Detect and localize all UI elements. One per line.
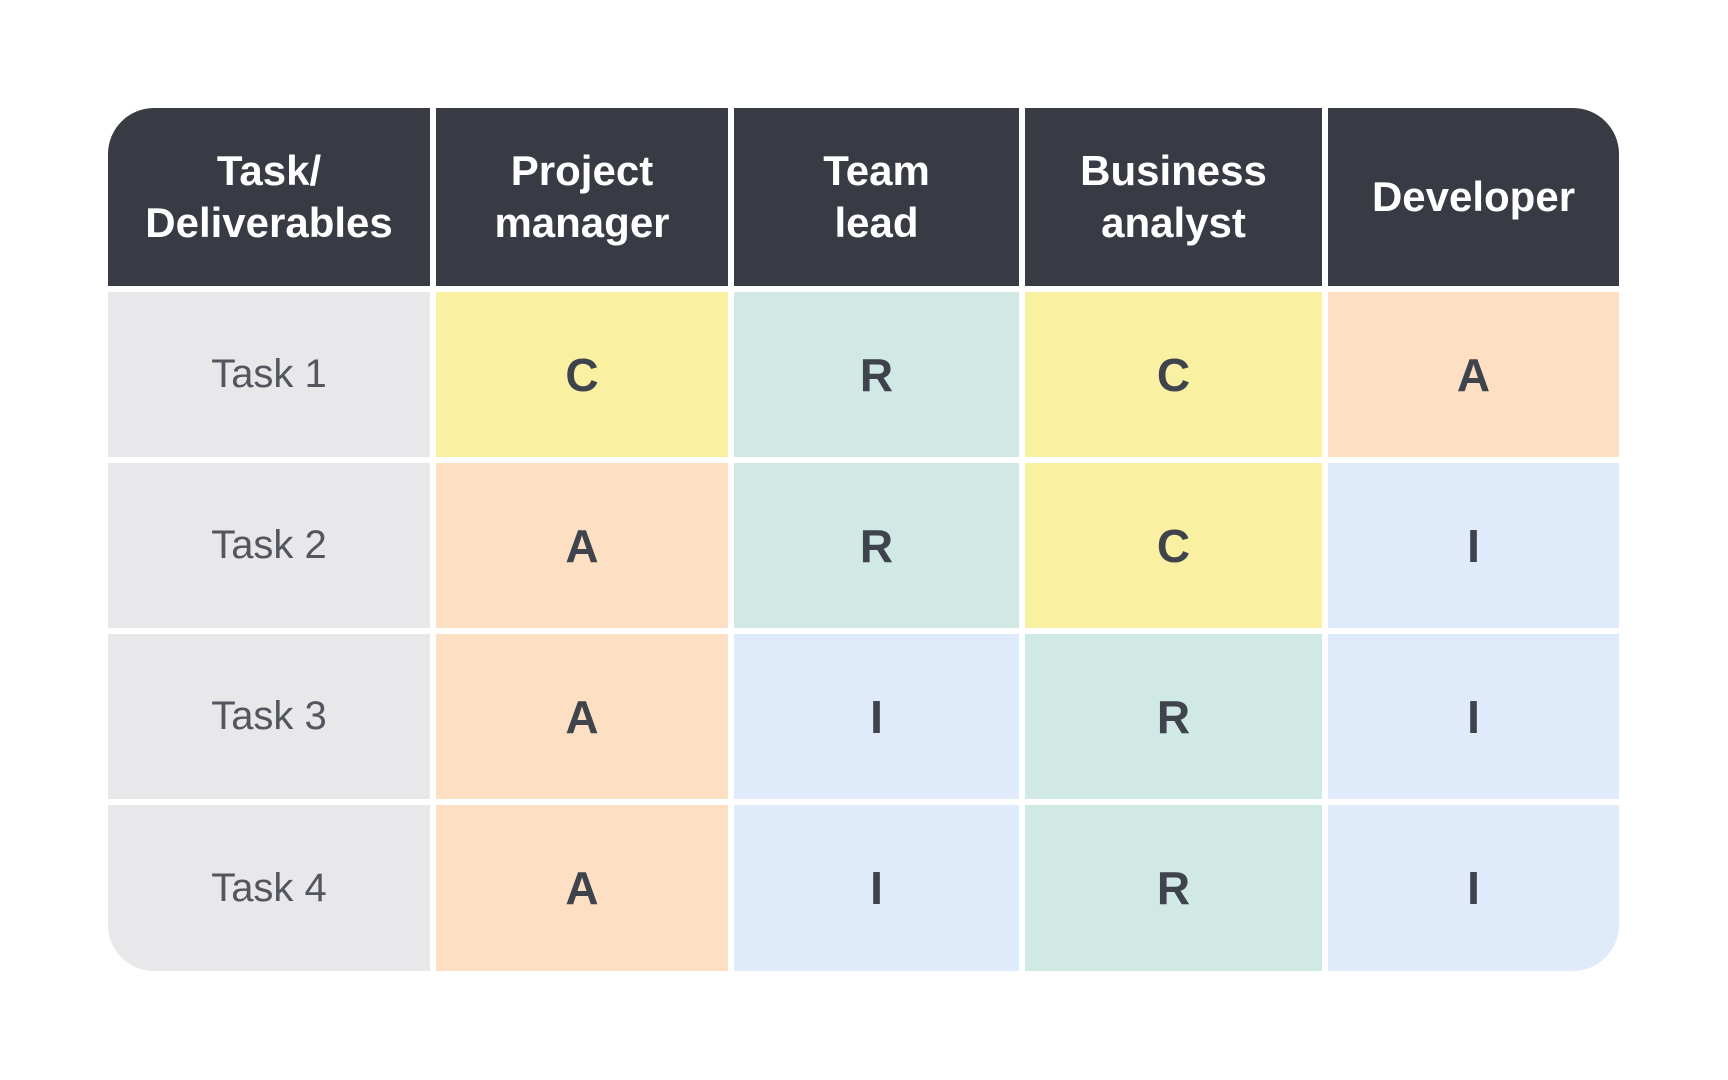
header-cell: Task/ Deliverables	[108, 108, 430, 286]
raci-value-cell: A	[436, 463, 728, 628]
raci-value-cell: R	[734, 463, 1019, 628]
row-label-cell: Task 3	[108, 634, 430, 799]
row-label-cell: Task 2	[108, 463, 430, 628]
raci-value-cell: C	[1025, 463, 1322, 628]
raci-value-cell: I	[1328, 805, 1619, 971]
raci-value-cell: A	[1328, 292, 1619, 457]
header-cell: Team lead	[734, 108, 1019, 286]
header-cell: Project manager	[436, 108, 728, 286]
row-label-cell: Task 1	[108, 292, 430, 457]
raci-matrix-table: Task/ Deliverables Project manager Team le…	[108, 108, 1619, 971]
raci-value-cell: I	[1328, 463, 1619, 628]
header-cell: Developer	[1328, 108, 1619, 286]
row-label-cell: Task 4	[108, 805, 430, 971]
raci-value-cell: I	[734, 634, 1019, 799]
raci-value-cell: C	[1025, 292, 1322, 457]
raci-value-cell: R	[734, 292, 1019, 457]
header-cell: Business analyst	[1025, 108, 1322, 286]
raci-value-cell: I	[1328, 634, 1619, 799]
raci-value-cell: I	[734, 805, 1019, 971]
raci-value-cell: C	[436, 292, 728, 457]
raci-value-cell: A	[436, 634, 728, 799]
raci-value-cell: R	[1025, 805, 1322, 971]
raci-value-cell: A	[436, 805, 728, 971]
raci-value-cell: R	[1025, 634, 1322, 799]
